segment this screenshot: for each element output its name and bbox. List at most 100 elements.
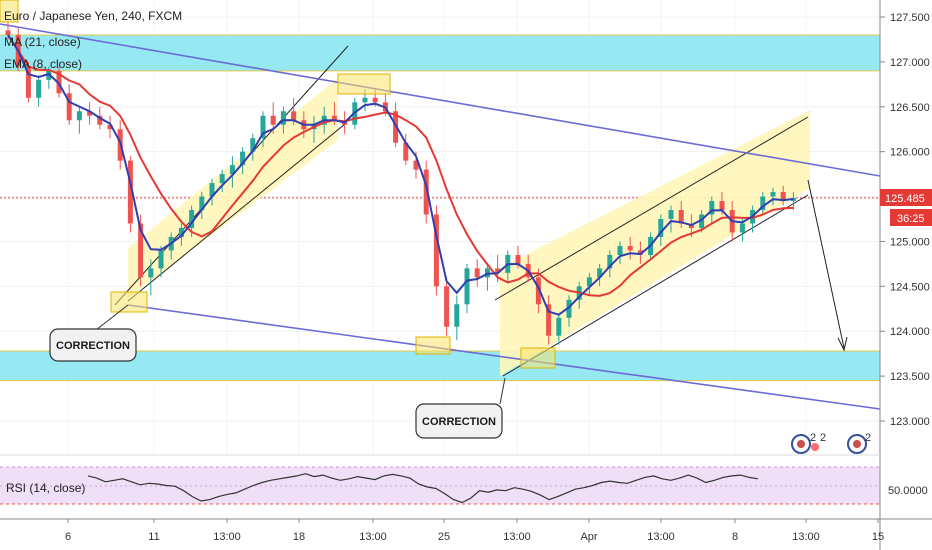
price-tick-label: 123.500 <box>890 371 930 383</box>
candle-down <box>780 192 786 202</box>
time-tick-label: 13:00 <box>213 531 241 543</box>
svg-text:2: 2 <box>820 432 826 444</box>
svg-text:125.485: 125.485 <box>885 193 925 205</box>
price-tick-label: 124.000 <box>890 326 930 338</box>
price-tick-label: 126.000 <box>890 147 930 159</box>
trendlines <box>0 23 880 410</box>
time-tick-label: 13:00 <box>359 531 387 543</box>
support-resistance-zones <box>0 34 880 382</box>
time-tick-label: 6 <box>65 531 71 543</box>
countdown-tag: 36:25 <box>890 209 932 226</box>
candle-up <box>158 250 164 269</box>
trend-channels <box>114 45 810 377</box>
correction-label-2: CORRECTION <box>422 416 496 428</box>
candle-up <box>36 79 42 98</box>
candle-down <box>413 160 419 170</box>
price-tick-label: 127.000 <box>890 57 930 69</box>
candle-up <box>209 183 215 197</box>
projection-arrow <box>807 179 848 352</box>
candle-up <box>739 223 745 233</box>
candle-up <box>607 254 613 269</box>
candle-up <box>760 196 766 211</box>
svg-text:36:25: 36:25 <box>897 213 925 225</box>
event-badge-2[interactable]: 2 <box>811 432 826 451</box>
pivot-marker <box>0 0 19 23</box>
candle-up <box>566 299 572 318</box>
channel-fill <box>500 110 810 376</box>
candle-up <box>699 214 705 228</box>
price-tick-label: 125.000 <box>890 236 930 248</box>
time-axis[interactable]: 6 11 13:00 18 13:00 25 13:00 Apr 13:00 8 13:00 15 <box>65 519 884 543</box>
channel-fill <box>128 78 338 298</box>
ma-21-line <box>7 34 794 297</box>
correction-label-1: CORRECTION <box>56 340 130 352</box>
candle-down <box>5 30 11 35</box>
candle-down <box>138 223 144 278</box>
candle-down <box>87 111 93 116</box>
candle-down <box>474 268 480 278</box>
time-tick-label: 8 <box>732 531 738 543</box>
candle-up <box>76 111 82 121</box>
price-tick-label: 123.000 <box>890 416 930 428</box>
candle-down <box>66 93 72 121</box>
candle-up <box>454 304 460 327</box>
candle-up <box>556 317 562 336</box>
candle-up <box>189 210 195 228</box>
svg-text:2: 2 <box>865 432 871 444</box>
time-tick-label: 25 <box>438 531 450 543</box>
candle-up <box>464 268 470 305</box>
event-badge-1[interactable]: 2 <box>791 432 816 454</box>
candle-up <box>260 115 266 139</box>
candle-down <box>270 115 276 125</box>
candle-down <box>331 115 337 121</box>
candle-down <box>107 124 113 130</box>
correction-callout-1: CORRECTION <box>49 304 137 362</box>
candle-down <box>25 66 31 98</box>
price-zone <box>0 350 880 381</box>
pivot-marker <box>520 347 556 369</box>
pivot-marker <box>110 291 148 313</box>
candle-down <box>423 169 429 215</box>
arrow-shaft <box>807 179 845 349</box>
descending-support <box>127 304 880 410</box>
candle-up <box>668 210 674 219</box>
price-tick-label: 127.500 <box>890 12 930 24</box>
chart-title: Euro / Japanese Yen, 240, FXCM <box>4 9 182 23</box>
rsi-line <box>87 473 758 504</box>
candle-up <box>229 165 235 175</box>
svg-text:2: 2 <box>810 432 816 444</box>
time-tick-label: Apr <box>580 531 597 543</box>
rsi-panel: RSI (14, close) <box>0 466 880 505</box>
candle-down <box>495 268 501 273</box>
candle-up <box>586 277 592 287</box>
candle-up <box>240 151 246 166</box>
candle-down <box>127 160 133 224</box>
price-axis[interactable]: 127.500127.000126.500126.000125.500125.0… <box>880 12 930 428</box>
time-tick-label: 15 <box>872 531 884 543</box>
candle-up <box>280 111 286 125</box>
price-tick-label: 126.500 <box>890 102 930 114</box>
candle-down <box>678 210 684 224</box>
channel-line-upper <box>494 116 809 301</box>
candle-down <box>627 245 633 251</box>
candle-up <box>250 138 256 152</box>
candle-up <box>770 192 776 197</box>
pivot-markers <box>0 0 556 369</box>
candle-down <box>372 97 378 103</box>
candle-down <box>444 286 450 327</box>
pivot-marker <box>337 73 391 95</box>
candle-up <box>199 196 205 211</box>
ema-legend: EMA (8, close) <box>4 57 82 71</box>
event-badge-3[interactable]: 2 <box>847 432 871 454</box>
time-tick-label: 13:00 <box>792 531 820 543</box>
candle-down <box>535 277 541 305</box>
correction-callout-2: CORRECTION <box>415 377 506 439</box>
ma-legend: MA (21, close) <box>4 35 81 49</box>
candle-up <box>148 268 154 278</box>
rsi-legend: RSI (14, close) <box>6 481 85 495</box>
candle-up <box>709 201 715 215</box>
time-tick-label: 13:00 <box>503 531 531 543</box>
candle-down <box>56 70 62 94</box>
